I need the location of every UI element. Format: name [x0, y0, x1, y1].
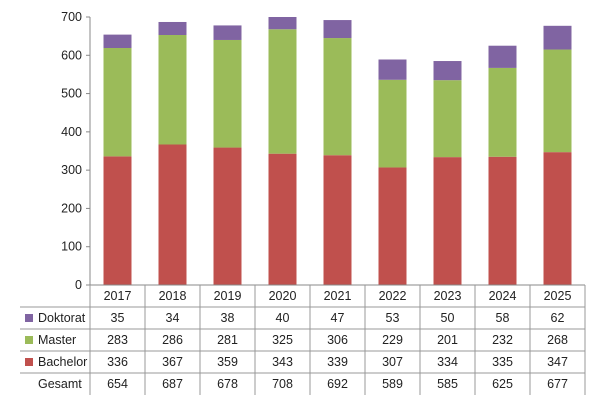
bar-doktorat-2023 — [433, 61, 462, 81]
data-label-doktorat: 53 — [386, 311, 400, 325]
x-tick-label: 2020 — [269, 289, 297, 303]
legend-swatch-master — [25, 336, 33, 344]
total-label: 678 — [217, 377, 238, 391]
data-label-bachelor: 359 — [217, 355, 238, 369]
x-tick-label: 2021 — [324, 289, 352, 303]
bar-bachelor-2024 — [488, 156, 517, 285]
y-tick-label: 400 — [61, 125, 82, 139]
data-label-bachelor: 343 — [272, 355, 293, 369]
bar-bachelor-2020 — [268, 153, 297, 285]
x-tick-label: 2023 — [434, 289, 462, 303]
y-tick-label: 0 — [75, 278, 82, 292]
legend-label-master: Master — [38, 333, 76, 347]
bar-bachelor-2023 — [433, 157, 462, 285]
y-tick-label: 200 — [61, 201, 82, 215]
bar-doktorat-2020 — [268, 17, 297, 30]
data-label-master: 232 — [492, 333, 513, 347]
bar-doktorat-2017 — [103, 34, 132, 49]
bar-doktorat-2019 — [213, 25, 242, 40]
total-label: 589 — [382, 377, 403, 391]
total-label: 677 — [547, 377, 568, 391]
legend-swatch-doktorat — [25, 314, 33, 322]
bar-master-2024 — [488, 67, 517, 157]
bar-master-2020 — [268, 29, 297, 154]
legend-label-doktorat: Doktorat — [38, 311, 86, 325]
data-label-bachelor: 335 — [492, 355, 513, 369]
bar-master-2025 — [543, 49, 572, 153]
bar-master-2023 — [433, 80, 462, 158]
bar-master-2022 — [378, 79, 407, 168]
data-label-doktorat: 62 — [551, 311, 565, 325]
x-tick-label: 2018 — [159, 289, 187, 303]
bar-bachelor-2025 — [543, 152, 572, 285]
bar-master-2018 — [158, 34, 187, 145]
data-label-master: 201 — [437, 333, 458, 347]
bar-master-2017 — [103, 48, 132, 157]
total-label: 692 — [327, 377, 348, 391]
data-label-bachelor: 307 — [382, 355, 403, 369]
bar-bachelor-2021 — [323, 155, 352, 285]
legend-label-bachelor: Bachelor — [38, 355, 87, 369]
data-label-doktorat: 34 — [166, 311, 180, 325]
data-label-bachelor: 339 — [327, 355, 348, 369]
data-label-doktorat: 40 — [276, 311, 290, 325]
total-label: 687 — [162, 377, 183, 391]
bar-doktorat-2021 — [323, 20, 352, 39]
total-label: 625 — [492, 377, 513, 391]
y-tick-label: 600 — [61, 48, 82, 62]
data-label-doktorat: 50 — [441, 311, 455, 325]
x-tick-label: 2019 — [214, 289, 242, 303]
x-tick-label: 2022 — [379, 289, 407, 303]
data-label-bachelor: 336 — [107, 355, 128, 369]
bar-bachelor-2019 — [213, 147, 242, 285]
bar-bachelor-2017 — [103, 156, 132, 285]
bar-master-2019 — [213, 39, 242, 148]
y-tick-label: 300 — [61, 163, 82, 177]
data-label-doktorat: 35 — [111, 311, 125, 325]
data-label-master: 268 — [547, 333, 568, 347]
data-label-master: 286 — [162, 333, 183, 347]
data-label-doktorat: 38 — [221, 311, 235, 325]
data-label-master: 281 — [217, 333, 238, 347]
data-label-bachelor: 347 — [547, 355, 568, 369]
data-label-master: 283 — [107, 333, 128, 347]
bar-doktorat-2018 — [158, 21, 187, 35]
y-tick-label: 700 — [61, 10, 82, 24]
bar-doktorat-2024 — [488, 45, 517, 68]
total-label: 585 — [437, 377, 458, 391]
total-label: 708 — [272, 377, 293, 391]
data-label-bachelor: 334 — [437, 355, 458, 369]
x-tick-label: 2024 — [489, 289, 517, 303]
bar-bachelor-2022 — [378, 167, 407, 285]
data-label-master: 229 — [382, 333, 403, 347]
total-row-label: Gesamt — [38, 377, 82, 391]
bar-master-2021 — [323, 38, 352, 156]
y-tick-label: 500 — [61, 87, 82, 101]
x-tick-label: 2017 — [104, 289, 132, 303]
bar-doktorat-2025 — [543, 25, 572, 50]
bar-doktorat-2022 — [378, 59, 407, 80]
data-label-master: 306 — [327, 333, 348, 347]
data-label-master: 325 — [272, 333, 293, 347]
y-tick-label: 100 — [61, 240, 82, 254]
total-label: 654 — [107, 377, 128, 391]
x-tick-label: 2025 — [544, 289, 572, 303]
legend-swatch-bachelor — [25, 358, 33, 366]
data-label-bachelor: 367 — [162, 355, 183, 369]
bar-bachelor-2018 — [158, 144, 187, 285]
data-label-doktorat: 58 — [496, 311, 510, 325]
data-label-doktorat: 47 — [331, 311, 345, 325]
